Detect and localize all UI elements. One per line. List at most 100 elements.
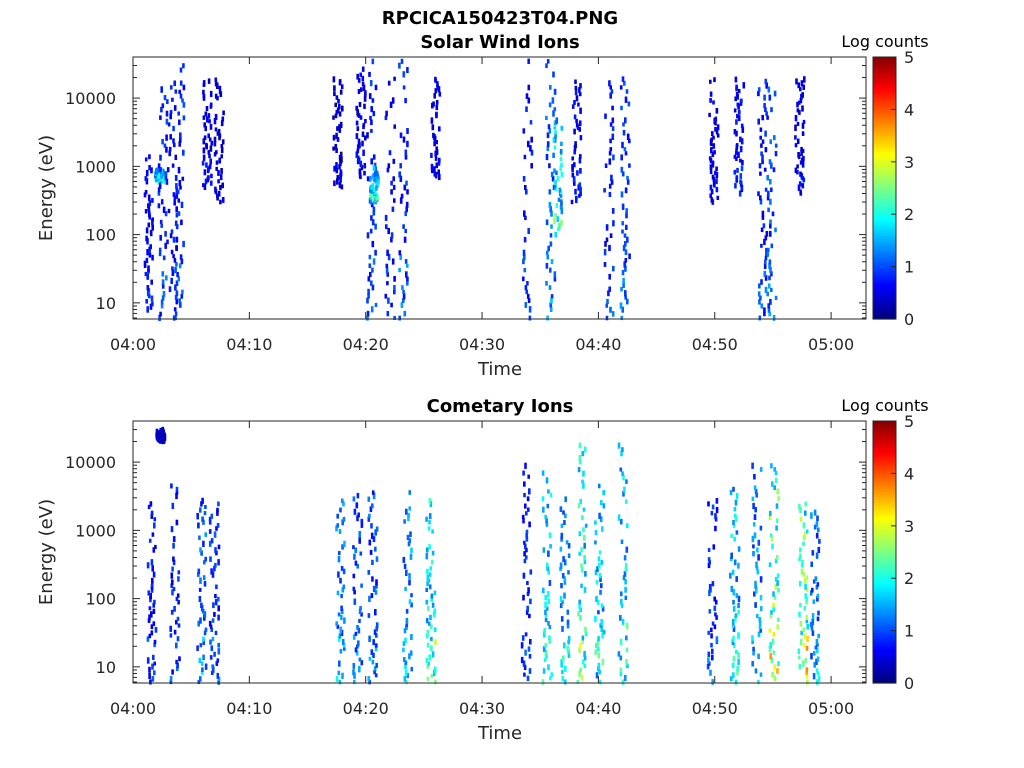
heatmap-column xyxy=(402,490,414,685)
heatmap-cell xyxy=(734,183,737,189)
heatmap-cell xyxy=(758,283,761,289)
heatmap-cell xyxy=(156,167,160,173)
heatmap-cell xyxy=(431,550,435,556)
heatmap-cell xyxy=(355,105,358,111)
heatmap-cell xyxy=(363,163,367,169)
heatmap-cell xyxy=(608,191,612,197)
heatmap-cell xyxy=(148,606,152,611)
heatmap-cell xyxy=(148,672,151,679)
heatmap-cell xyxy=(161,283,165,289)
heatmap-cell xyxy=(434,639,437,645)
colorbar-segment xyxy=(873,167,896,171)
heatmap-cell xyxy=(158,251,162,257)
heatmap-cell xyxy=(765,247,768,252)
colorbar-segment xyxy=(873,431,896,435)
heatmap-cell xyxy=(763,94,766,101)
solar-wind-xlabel: Time xyxy=(477,359,522,380)
heatmap-cell xyxy=(202,575,206,581)
heatmap-cell xyxy=(168,146,172,152)
heatmap-cell xyxy=(759,127,763,132)
heatmap-cell xyxy=(433,166,436,171)
heatmap-cell xyxy=(574,141,577,147)
heatmap-cell xyxy=(626,663,629,669)
heatmap-cell xyxy=(768,645,772,652)
heatmap-cell xyxy=(175,642,178,649)
heatmap-cell xyxy=(425,617,429,624)
heatmap-cell xyxy=(811,613,815,619)
heatmap-cell xyxy=(553,218,556,225)
heatmap-cell xyxy=(148,200,152,206)
heatmap-cell xyxy=(171,269,175,276)
colorbar-segment xyxy=(873,520,896,524)
colorbar-segment xyxy=(873,510,896,514)
heatmap-cell xyxy=(368,71,371,77)
heatmap-cell xyxy=(358,168,362,175)
heatmap-cell xyxy=(542,631,546,638)
heatmap-cell xyxy=(370,649,374,655)
heatmap-cell xyxy=(571,164,574,170)
heatmap-cell xyxy=(737,652,740,659)
heatmap-cell xyxy=(170,526,174,533)
heatmap-cell xyxy=(769,613,773,619)
heatmap-cell xyxy=(357,138,361,145)
heatmap-cell xyxy=(209,123,213,130)
heatmap-cell xyxy=(217,179,220,184)
heatmap-cell xyxy=(357,89,361,94)
heatmap-cell xyxy=(711,131,714,137)
heatmap-cell xyxy=(599,516,603,523)
heatmap-cell xyxy=(427,526,431,531)
heatmap-cell xyxy=(612,220,615,227)
heatmap-cell xyxy=(774,227,777,233)
heatmap-cell xyxy=(368,263,372,269)
heatmap-cell xyxy=(210,627,213,632)
heatmap-cell xyxy=(737,88,741,94)
heatmap-cell xyxy=(153,643,156,648)
heatmap-cell xyxy=(735,91,739,98)
heatmap-cell xyxy=(209,102,213,108)
heatmap-cell xyxy=(398,171,401,178)
heatmap-cell xyxy=(165,275,168,281)
heatmap-cell xyxy=(177,111,180,116)
heatmap-cell xyxy=(619,615,622,621)
heatmap-cell xyxy=(624,96,628,103)
heatmap-cell xyxy=(172,556,175,562)
heatmap-cell xyxy=(796,108,800,113)
heatmap-cell xyxy=(626,236,629,243)
heatmap-cell xyxy=(147,288,151,293)
heatmap-cell xyxy=(210,513,214,519)
heatmap-cell xyxy=(152,608,156,614)
heatmap-cell xyxy=(816,582,820,587)
heatmap-cell xyxy=(149,593,152,600)
heatmap-cell xyxy=(175,492,178,500)
heatmap-cell xyxy=(754,507,757,513)
colorbar-segment xyxy=(873,235,896,239)
heatmap-cell xyxy=(803,633,807,639)
cometary-colorbar-label: Log counts xyxy=(841,396,928,415)
heatmap-cell xyxy=(730,676,733,682)
heatmap-cell xyxy=(597,636,600,642)
heatmap-cell xyxy=(159,167,162,173)
heatmap-cell xyxy=(182,102,186,108)
heatmap-cell xyxy=(578,670,581,678)
heatmap-cell xyxy=(179,185,182,190)
heatmap-cell xyxy=(428,513,432,520)
heatmap-cell xyxy=(371,98,375,103)
heatmap-cell xyxy=(577,611,580,617)
heatmap-cell xyxy=(356,564,359,569)
heatmap-cell xyxy=(611,105,614,111)
colorbar-segment xyxy=(873,591,896,595)
heatmap-cell xyxy=(371,189,374,194)
heatmap-cell xyxy=(772,315,776,321)
heatmap-cell xyxy=(390,180,393,186)
heatmap-cell xyxy=(172,236,176,243)
heatmap-cell xyxy=(621,141,624,149)
heatmap-cell xyxy=(164,242,167,249)
colorbar-tick-label: 0 xyxy=(904,310,914,329)
heatmap-cell xyxy=(146,657,150,664)
heatmap-cell xyxy=(768,259,772,265)
heatmap-cell xyxy=(768,514,772,521)
heatmap-cell xyxy=(159,219,163,224)
heatmap-cell xyxy=(200,670,204,675)
heatmap-cell xyxy=(530,149,534,156)
heatmap-cell xyxy=(374,84,378,91)
